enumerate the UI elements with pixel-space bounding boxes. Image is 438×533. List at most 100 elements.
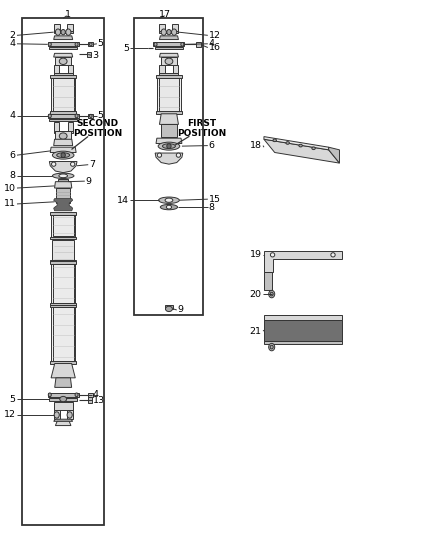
Ellipse shape xyxy=(270,253,275,257)
Bar xyxy=(87,52,91,57)
Polygon shape xyxy=(51,306,75,362)
Text: 8: 8 xyxy=(208,203,215,212)
Text: 12: 12 xyxy=(208,31,221,40)
Ellipse shape xyxy=(160,205,177,210)
Polygon shape xyxy=(264,272,272,290)
Polygon shape xyxy=(48,114,79,118)
Polygon shape xyxy=(159,73,178,76)
Polygon shape xyxy=(56,188,70,203)
Ellipse shape xyxy=(167,29,171,35)
Polygon shape xyxy=(54,199,73,211)
Text: 4: 4 xyxy=(208,39,215,49)
Ellipse shape xyxy=(161,29,166,35)
Ellipse shape xyxy=(66,29,71,35)
Ellipse shape xyxy=(331,253,335,257)
Text: 5: 5 xyxy=(123,44,129,53)
Ellipse shape xyxy=(312,147,315,150)
Ellipse shape xyxy=(270,292,273,296)
Text: 9: 9 xyxy=(177,305,184,314)
Polygon shape xyxy=(264,341,342,344)
Text: 11: 11 xyxy=(4,199,16,208)
Bar xyxy=(88,42,93,46)
Polygon shape xyxy=(67,410,73,419)
Ellipse shape xyxy=(71,162,75,166)
Polygon shape xyxy=(54,65,59,73)
Ellipse shape xyxy=(75,393,78,397)
Polygon shape xyxy=(58,179,68,182)
Ellipse shape xyxy=(53,151,74,159)
Polygon shape xyxy=(56,131,71,139)
Ellipse shape xyxy=(181,43,184,46)
Text: 5: 5 xyxy=(98,111,104,120)
Polygon shape xyxy=(161,57,177,65)
Polygon shape xyxy=(55,182,72,188)
Text: 3: 3 xyxy=(92,51,99,60)
Polygon shape xyxy=(156,75,182,78)
Text: 17: 17 xyxy=(159,10,171,19)
Polygon shape xyxy=(264,251,342,272)
Text: 14: 14 xyxy=(117,196,129,205)
Ellipse shape xyxy=(268,343,275,351)
Ellipse shape xyxy=(48,43,51,46)
Text: 10: 10 xyxy=(4,183,16,192)
Text: 1: 1 xyxy=(64,10,71,19)
Text: 6: 6 xyxy=(208,141,215,150)
Ellipse shape xyxy=(89,114,92,117)
Ellipse shape xyxy=(273,139,276,142)
Polygon shape xyxy=(49,398,77,401)
Polygon shape xyxy=(159,114,178,124)
Bar xyxy=(88,393,93,398)
Text: 4: 4 xyxy=(10,39,16,49)
Polygon shape xyxy=(54,73,73,76)
Polygon shape xyxy=(153,42,184,46)
Ellipse shape xyxy=(165,58,173,64)
Polygon shape xyxy=(53,264,74,303)
Polygon shape xyxy=(173,65,178,73)
Polygon shape xyxy=(173,23,178,30)
Text: 8: 8 xyxy=(10,171,16,180)
Polygon shape xyxy=(50,75,76,78)
Polygon shape xyxy=(264,319,342,341)
Polygon shape xyxy=(264,136,328,150)
Polygon shape xyxy=(159,36,178,39)
Ellipse shape xyxy=(165,198,173,203)
Ellipse shape xyxy=(53,173,74,179)
Text: 21: 21 xyxy=(250,327,262,336)
Polygon shape xyxy=(51,263,75,304)
Ellipse shape xyxy=(54,412,59,418)
Text: FIRST
POSITION: FIRST POSITION xyxy=(177,119,226,139)
Polygon shape xyxy=(48,393,79,397)
Text: 19: 19 xyxy=(250,251,262,260)
Polygon shape xyxy=(53,77,74,112)
Ellipse shape xyxy=(166,306,173,312)
Ellipse shape xyxy=(59,133,67,139)
Ellipse shape xyxy=(157,153,162,157)
Polygon shape xyxy=(67,23,73,30)
Polygon shape xyxy=(54,139,73,146)
Ellipse shape xyxy=(166,205,172,209)
Bar xyxy=(88,114,93,118)
Polygon shape xyxy=(50,147,76,152)
Bar xyxy=(196,42,201,47)
Polygon shape xyxy=(53,308,74,361)
Ellipse shape xyxy=(52,162,56,166)
Ellipse shape xyxy=(286,142,290,144)
Polygon shape xyxy=(67,65,73,73)
Polygon shape xyxy=(50,305,76,308)
Polygon shape xyxy=(159,30,178,33)
Polygon shape xyxy=(50,111,76,114)
Text: 5: 5 xyxy=(10,394,16,403)
Bar xyxy=(22,18,104,525)
Polygon shape xyxy=(53,215,74,236)
Ellipse shape xyxy=(67,412,72,418)
Polygon shape xyxy=(56,57,71,65)
Polygon shape xyxy=(50,261,76,264)
Polygon shape xyxy=(49,119,77,121)
Bar xyxy=(134,18,204,316)
Ellipse shape xyxy=(75,114,78,118)
Text: 4: 4 xyxy=(92,390,99,399)
Ellipse shape xyxy=(158,142,180,150)
Ellipse shape xyxy=(48,114,51,118)
Polygon shape xyxy=(157,76,181,113)
Ellipse shape xyxy=(61,153,65,158)
